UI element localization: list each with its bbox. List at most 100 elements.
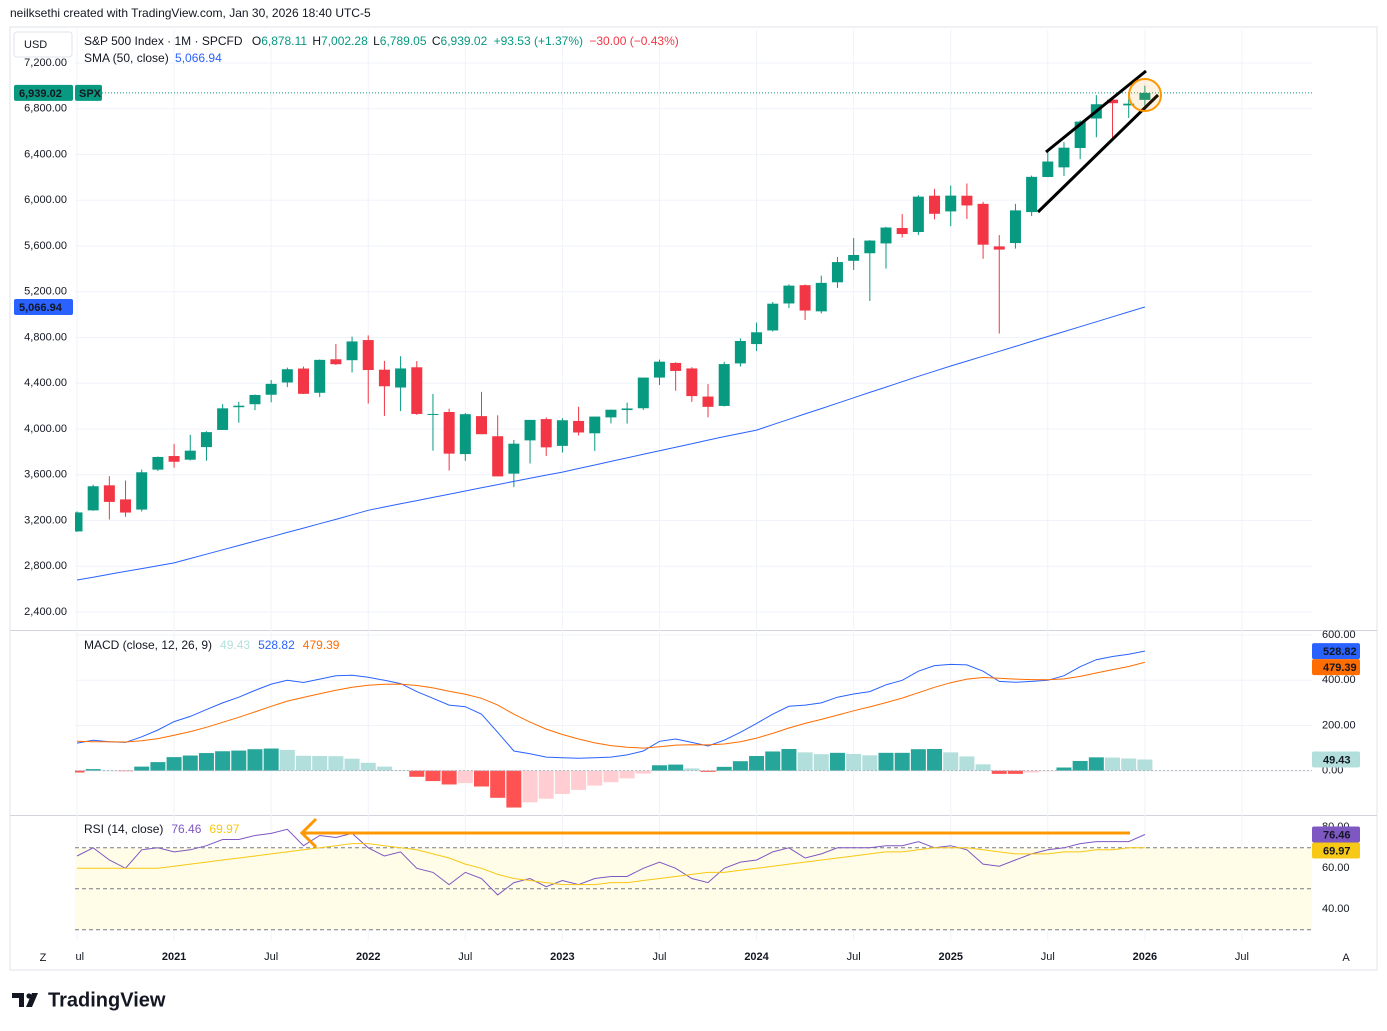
currency-button[interactable]	[13, 31, 73, 58]
legend-value: 76.46	[171, 822, 201, 836]
histogram-bar	[231, 750, 247, 771]
candle-body	[120, 499, 132, 513]
y-tick-label: 200.00	[1322, 719, 1356, 731]
histogram-bar	[1105, 757, 1121, 771]
candle-body	[1009, 210, 1021, 244]
candle-body	[75, 512, 83, 532]
y-tick-label: 0.00	[1322, 765, 1343, 777]
candle-body	[686, 368, 698, 397]
symbol-label: SPX	[79, 88, 102, 100]
candle-body	[168, 456, 180, 462]
indicator-line	[77, 843, 1145, 886]
x-tick-label: Jul	[264, 951, 278, 963]
logo-mark	[12, 993, 38, 1007]
candle-body	[1107, 99, 1119, 104]
candle-body	[929, 195, 941, 214]
candle-body	[540, 419, 552, 448]
value-box-label: 49.43	[1323, 754, 1351, 766]
attribution: neilksethi created with TradingView.com,…	[10, 6, 371, 20]
y-tick-label: 40.00	[1322, 903, 1350, 915]
histogram-bar	[878, 752, 894, 771]
candle-body	[1074, 121, 1086, 149]
histogram-bar	[279, 749, 295, 771]
highlight-circle	[1128, 78, 1162, 112]
candle-body	[492, 436, 504, 477]
candle-body	[362, 340, 374, 371]
histogram-bar	[619, 770, 635, 779]
legend-key: O	[252, 34, 261, 48]
histogram-bar	[247, 749, 263, 771]
auto-button[interactable]: A	[1342, 952, 1350, 964]
last-price-label: 6,939.02	[19, 88, 62, 100]
histogram-bar	[651, 765, 667, 771]
candle-body	[136, 472, 148, 510]
arrow-head	[299, 817, 318, 849]
pane	[75, 634, 1312, 808]
currency: USD	[24, 39, 47, 51]
value-box	[1312, 751, 1360, 768]
candle-body	[427, 413, 439, 415]
y-tick-label: 2,400.00	[24, 606, 67, 618]
legend-value: 479.39	[303, 638, 340, 652]
value-box-label: 76.46	[1323, 829, 1351, 841]
x-tick-label: 2024	[744, 951, 769, 963]
histogram-bar	[910, 749, 926, 771]
scale-button[interactable]: Z	[40, 952, 47, 964]
histogram-bar	[1121, 758, 1137, 771]
candle-wick	[173, 443, 175, 468]
candle-body	[476, 416, 487, 435]
candle-body	[1026, 176, 1038, 213]
histogram-bar	[150, 762, 166, 771]
histogram-bar	[1007, 770, 1023, 774]
legend-value: 6,878.11	[261, 34, 307, 48]
candle-wick	[901, 214, 903, 238]
histogram-bar	[134, 766, 150, 771]
candle-body	[233, 405, 245, 408]
y-tick-label: 600.00	[1322, 629, 1356, 641]
candle-wick	[998, 235, 1000, 334]
last-price-box	[14, 84, 73, 101]
candle-wick	[432, 393, 434, 451]
histogram-bar	[409, 770, 425, 777]
legend-value: 7,002.28	[321, 34, 368, 48]
candle-body	[411, 367, 423, 414]
histogram-bar	[344, 758, 360, 771]
histogram-bar	[765, 751, 781, 771]
histogram-bar	[360, 762, 376, 771]
candle-wick	[853, 238, 855, 270]
candle-wick	[626, 402, 628, 424]
button[interactable]	[34, 948, 52, 966]
x-tick-label: 2023	[550, 951, 574, 963]
x-tick-label: Jul	[847, 951, 861, 963]
panes: Jul 2021 Jul 2022 Jul 2023 Jul 2024 Jul 2025 Jul 20…	[14, 30, 1360, 963]
x-tick-label: Jul	[458, 951, 472, 963]
candle-body	[1058, 147, 1070, 168]
x-tick-label: Jul	[1235, 951, 1249, 963]
histogram-bar	[829, 752, 845, 771]
candle-body	[767, 303, 779, 331]
histogram-bar	[215, 751, 231, 771]
histogram-bar	[894, 752, 910, 771]
candle-wick	[125, 480, 127, 517]
candle-wick	[869, 240, 871, 301]
legend-change: +93.53 (+1.37%)	[494, 34, 583, 48]
candle-body	[945, 195, 957, 212]
candle-body	[346, 341, 358, 361]
sma-line	[76, 306, 1146, 581]
candle-body	[977, 203, 989, 245]
histogram-bar	[538, 770, 554, 799]
histogram-bar	[425, 770, 441, 782]
y-tick-label: 400.00	[1322, 674, 1356, 686]
candle-body	[993, 246, 1005, 250]
x-tick-label: Jul	[652, 951, 666, 963]
histogram-bar	[1088, 757, 1104, 771]
candle-wick	[335, 344, 337, 365]
histogram-bar	[846, 753, 862, 771]
candle-body	[815, 282, 827, 312]
legend-title: RSI (14, close)	[84, 822, 163, 836]
y-tick-label: 60.00	[1322, 862, 1350, 874]
candle-body	[200, 432, 212, 448]
candle-body	[1123, 103, 1135, 106]
trend-line	[1036, 93, 1160, 214]
